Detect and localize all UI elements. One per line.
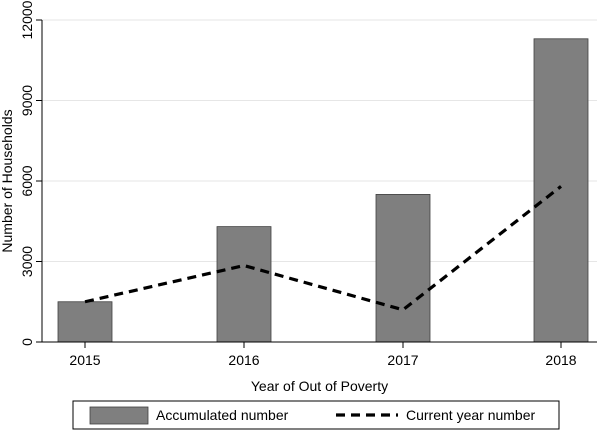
- y-tick-label: 6000: [19, 165, 35, 196]
- bar-2018: [534, 39, 588, 342]
- x-tick-label: 2015: [69, 352, 100, 368]
- bars: [58, 39, 588, 342]
- legend-swatch-accumulated: [90, 407, 148, 424]
- bar-2017: [376, 194, 430, 342]
- line-series: [85, 186, 561, 309]
- legend-label-accumulated: Accumulated number: [156, 407, 289, 423]
- y-tick-label: 3000: [19, 246, 35, 277]
- y-tick-label: 0: [19, 338, 35, 346]
- y-tick-label: 12000: [19, 0, 35, 39]
- x-tick-label: 2017: [387, 352, 418, 368]
- bar-2016: [217, 227, 271, 342]
- x-tick-label: 2018: [545, 352, 576, 368]
- x-tick-label: 2016: [228, 352, 259, 368]
- line-current-year: [85, 186, 561, 309]
- legend-label-current-year: Current year number: [406, 407, 536, 423]
- y-tick-label: 9000: [19, 85, 35, 116]
- bar-2015: [58, 302, 112, 342]
- y-axis-label: Number of Households: [0, 109, 15, 252]
- legend: Accumulated number Current year number: [73, 401, 559, 429]
- x-axis-label: Year of Out of Poverty: [251, 378, 388, 394]
